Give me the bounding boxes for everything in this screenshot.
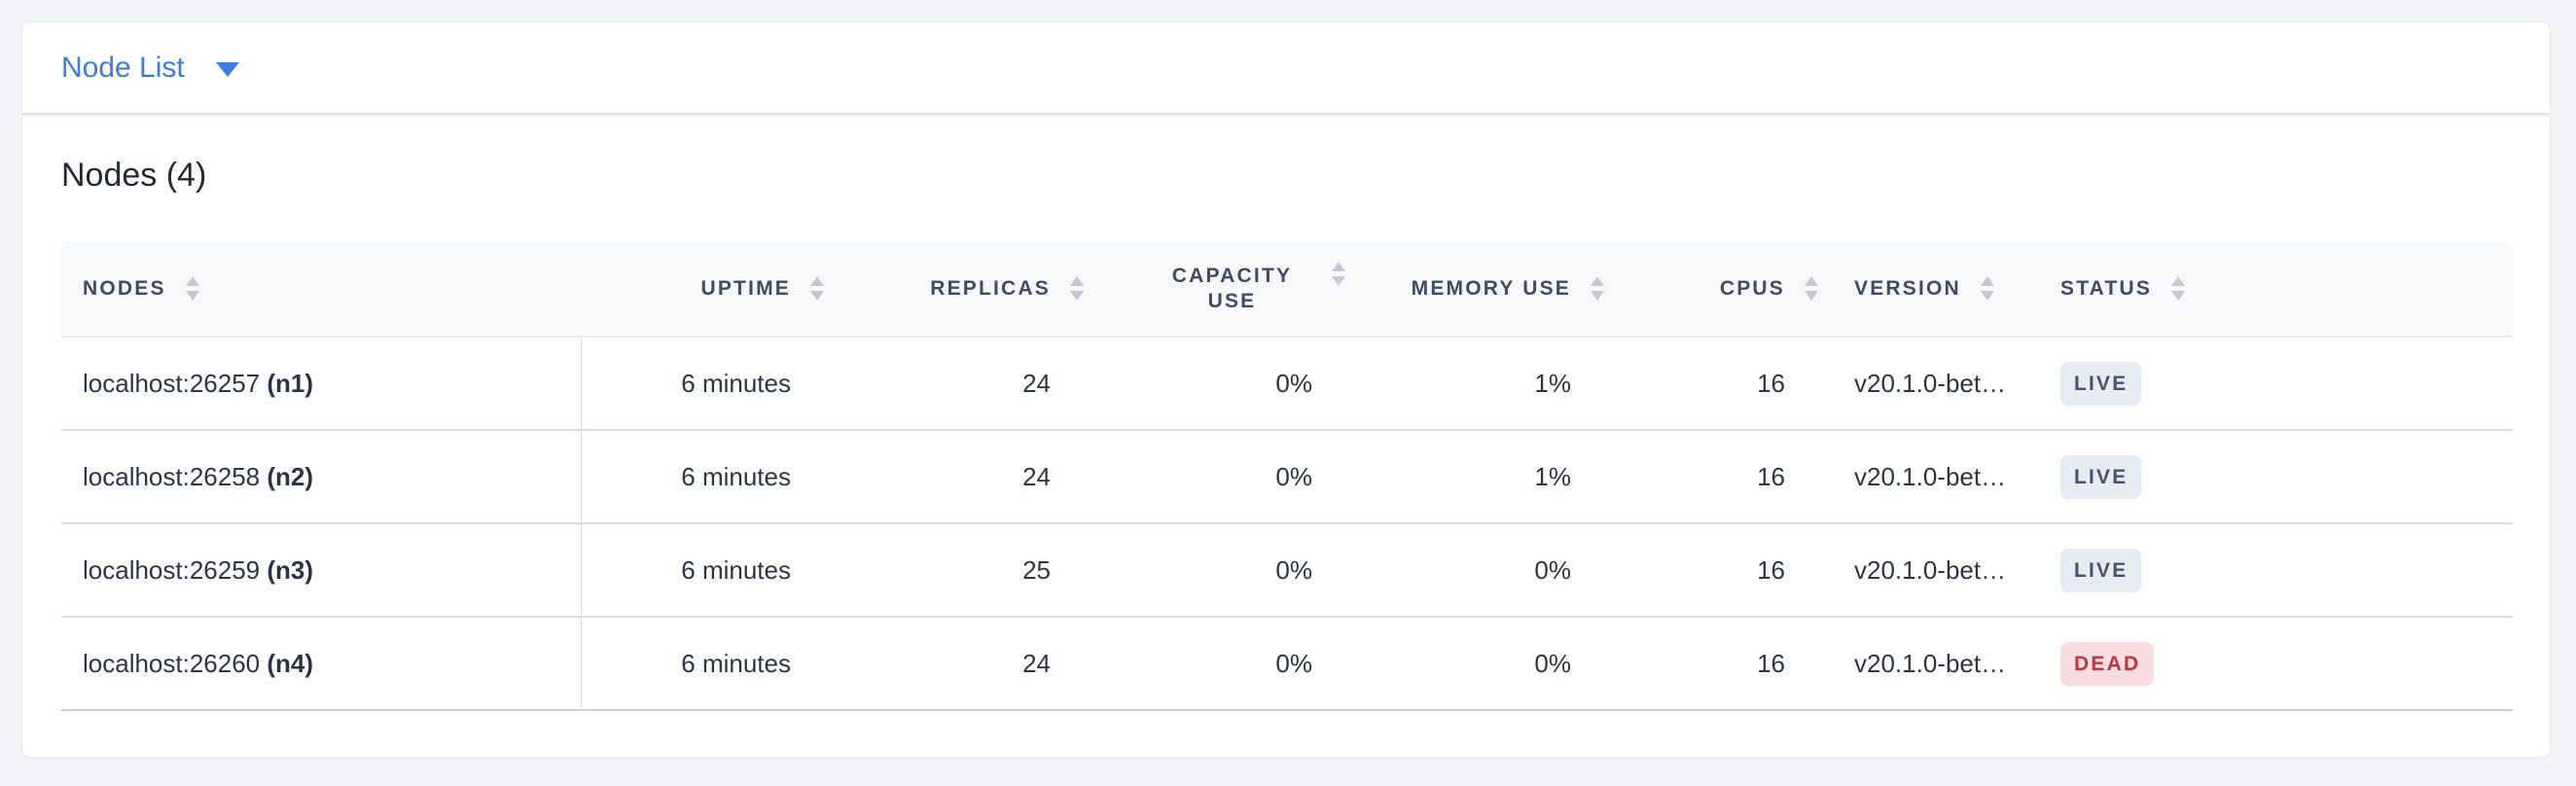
column-header-uptime[interactable]: UPTIME: [582, 241, 843, 338]
column-label: NODES: [83, 276, 166, 300]
table-row[interactable]: localhost:26257 (n1) 6 minutes 24 0% 1% …: [61, 338, 2513, 431]
sort-arrows-icon[interactable]: [1070, 276, 1084, 301]
node-id: (n1): [267, 368, 314, 398]
column-label: CAPACITY USE: [1171, 264, 1293, 312]
sort-arrows-icon[interactable]: [2171, 276, 2186, 301]
column-label: REPLICAS: [930, 276, 1051, 300]
nodes-table: NODES UPTIME REPLICAS: [61, 241, 2513, 711]
node-replicas: 24: [843, 338, 1103, 431]
node-memory-use: 0%: [1365, 618, 1624, 711]
column-header-memory-use[interactable]: MEMORY USE: [1365, 241, 1624, 338]
node-list-dropdown-label: Node List: [61, 51, 185, 84]
sort-arrows-icon[interactable]: [1332, 262, 1345, 286]
node-memory-use: 1%: [1365, 431, 1624, 524]
status-badge: LIVE: [2060, 548, 2142, 592]
table-row[interactable]: localhost:26259 (n3) 6 minutes 25 0% 0% …: [61, 524, 2513, 618]
node-replicas: 25: [843, 524, 1103, 618]
node-capacity-use: 0%: [1103, 524, 1365, 618]
node-id: (n4): [267, 648, 314, 678]
table-header-row: NODES UPTIME REPLICAS: [61, 241, 2513, 338]
node-cpus: 16: [1624, 338, 1838, 431]
node-cpus: 16: [1624, 524, 1838, 618]
column-header-version[interactable]: VERSION: [1838, 241, 2036, 338]
sort-arrows-icon[interactable]: [1591, 276, 1604, 301]
node-replicas: 24: [843, 431, 1103, 524]
node-memory-use: 0%: [1365, 524, 1624, 618]
table-row[interactable]: localhost:26258 (n2) 6 minutes 24 0% 1% …: [61, 431, 2513, 524]
node-uptime: 6 minutes: [582, 524, 843, 618]
node-status-cell: LIVE: [2036, 431, 2513, 524]
node-version: v20.1.0-bet…: [1838, 338, 2036, 431]
sort-arrows-icon[interactable]: [1805, 276, 1818, 301]
node-address[interactable]: localhost:26257: [83, 368, 261, 398]
panel-title: Nodes (4): [61, 157, 207, 194]
node-uptime: 6 minutes: [582, 431, 843, 524]
chevron-down-icon: [215, 62, 239, 77]
column-label: UPTIME: [700, 276, 791, 300]
status-badge: DEAD: [2060, 641, 2155, 686]
sort-arrows-icon[interactable]: [810, 276, 824, 301]
column-header-nodes[interactable]: NODES: [61, 241, 582, 338]
column-header-capacity-use[interactable]: CAPACITY USE: [1103, 241, 1365, 338]
node-uptime: 6 minutes: [582, 618, 843, 711]
node-capacity-use: 0%: [1103, 431, 1365, 524]
node-id: (n2): [267, 461, 314, 491]
column-header-cpus[interactable]: CPUS: [1624, 241, 1838, 338]
node-address-cell[interactable]: localhost:26257 (n1): [61, 338, 582, 431]
node-address-cell[interactable]: localhost:26260 (n4): [61, 618, 582, 711]
node-version: v20.1.0-bet…: [1838, 431, 2036, 524]
column-label: CPUS: [1719, 276, 1785, 300]
table-row[interactable]: localhost:26260 (n4) 6 minutes 24 0% 0% …: [61, 618, 2513, 711]
column-label: STATUS: [2060, 276, 2153, 300]
node-replicas: 24: [843, 618, 1103, 711]
node-cpus: 16: [1624, 618, 1838, 711]
node-uptime: 6 minutes: [582, 338, 843, 431]
node-memory-use: 1%: [1365, 338, 1624, 431]
node-id: (n3): [267, 554, 314, 585]
node-address[interactable]: localhost:26258: [83, 461, 261, 491]
nodes-panel: Nodes (4) NODES UPTIME: [21, 117, 2551, 758]
column-label: VERSION: [1854, 276, 1961, 300]
node-address-cell[interactable]: localhost:26258 (n2): [61, 431, 582, 524]
node-status-cell: DEAD: [2036, 618, 2513, 711]
node-cpus: 16: [1624, 431, 1838, 524]
node-address[interactable]: localhost:26259: [83, 554, 261, 585]
node-status-cell: LIVE: [2036, 524, 2513, 618]
status-badge: LIVE: [2060, 454, 2142, 499]
column-label: MEMORY USE: [1411, 276, 1571, 300]
node-version: v20.1.0-bet…: [1838, 618, 2036, 711]
node-address[interactable]: localhost:26260: [83, 648, 261, 678]
sort-arrows-icon[interactable]: [1980, 276, 1994, 301]
view-selector-bar: Node List: [21, 21, 2551, 115]
node-address-cell[interactable]: localhost:26259 (n3): [61, 524, 582, 618]
node-version: v20.1.0-bet…: [1838, 524, 2036, 618]
node-list-dropdown[interactable]: Node List: [61, 52, 239, 85]
nodes-table-body: localhost:26257 (n1) 6 minutes 24 0% 1% …: [61, 338, 2513, 711]
column-header-status[interactable]: STATUS: [2036, 241, 2513, 338]
node-capacity-use: 0%: [1103, 618, 1365, 711]
column-header-replicas[interactable]: REPLICAS: [843, 241, 1103, 338]
node-status-cell: LIVE: [2036, 338, 2513, 431]
status-badge: LIVE: [2060, 361, 2142, 406]
node-capacity-use: 0%: [1103, 338, 1365, 431]
sort-arrows-icon[interactable]: [185, 276, 199, 301]
